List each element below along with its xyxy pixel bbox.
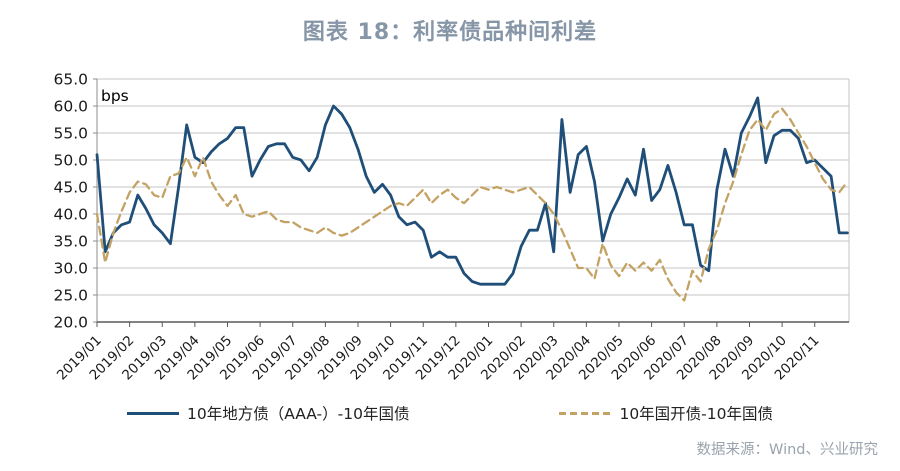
legend-item-cdb-spread: 10年国开债-10年国债 — [559, 402, 773, 424]
y-tick-label: 30.0 — [53, 260, 88, 278]
series-line-cdb-spread — [95, 107, 849, 302]
y-tick-label: 55.0 — [53, 125, 88, 143]
legend-label: 10年国开债-10年国债 — [619, 405, 773, 423]
y-tick-label: 20.0 — [53, 314, 88, 332]
y-tick-label: 45.0 — [53, 179, 88, 197]
y-tick-label: 40.0 — [53, 206, 88, 224]
y-tick-label: 35.0 — [53, 233, 88, 251]
chart-title: 图表 18：利率债品种间利差 — [302, 20, 598, 45]
y-tick-label: 65.0 — [53, 71, 88, 89]
chart-legend: 10年地方债（AAA-）-10年国债 10年国开债-10年国债 — [0, 402, 900, 424]
data-source-note: 数据来源：Wind、兴业研究 — [696, 442, 878, 458]
y-tick-label: 25.0 — [53, 287, 88, 305]
y-axis-unit-label: bps — [101, 87, 129, 105]
dashed-line-swatch — [559, 411, 612, 415]
legend-label: 10年地方债（AAA-）-10年国债 — [186, 405, 410, 423]
y-tick-label: 60.0 — [53, 98, 88, 116]
solid-line-swatch — [126, 411, 179, 415]
y-tick-label: 50.0 — [53, 152, 88, 170]
series-line-local-gov-spread — [95, 96, 849, 286]
legend-item-local-gov-spread: 10年地方债（AAA-）-10年国债 — [126, 402, 410, 424]
